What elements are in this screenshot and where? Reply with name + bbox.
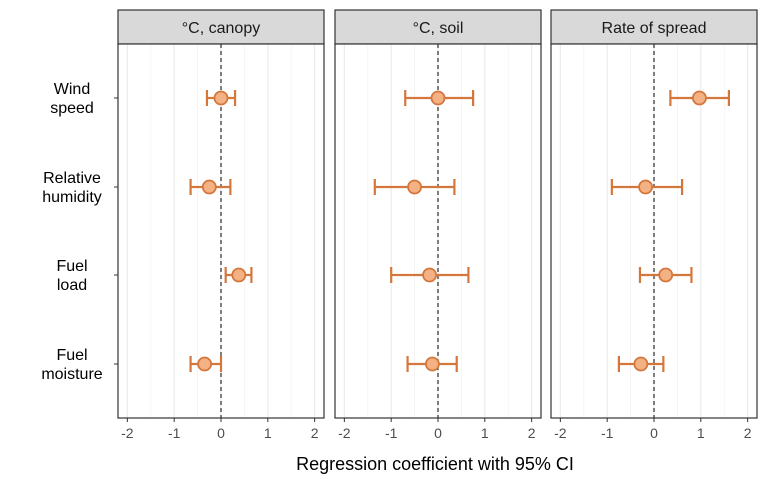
y-tick-label-line: load bbox=[57, 277, 87, 294]
x-tick-label: 0 bbox=[217, 425, 225, 441]
panel-3: Rate of spread -2 -1 0 1 2 bbox=[550, 9, 758, 441]
y-axis: Wind speed Relative humidity Fuel load Fuel moi… bbox=[41, 81, 118, 383]
x-tick-label: -2 bbox=[121, 425, 134, 441]
y-tick-label-line: Relative bbox=[43, 170, 101, 187]
x-axis-title: Regression coefficient with 95% CI bbox=[296, 454, 574, 474]
y-category-label: Relative humidity bbox=[42, 170, 118, 206]
estimate-point bbox=[201, 179, 217, 195]
x-tick-label: -1 bbox=[385, 425, 398, 441]
estimate-point bbox=[422, 267, 437, 283]
estimate-point bbox=[430, 90, 446, 106]
panel-title: °C, canopy bbox=[182, 20, 260, 37]
x-tick-label: 2 bbox=[311, 425, 319, 441]
y-tick-label: Fuel load bbox=[56, 258, 87, 294]
x-tick-label: 1 bbox=[481, 425, 489, 441]
y-tick-label-line: humidity bbox=[42, 189, 102, 206]
x-tick-label: 1 bbox=[264, 425, 272, 441]
panel-strip bbox=[334, 9, 542, 45]
panel-strip bbox=[117, 9, 325, 45]
panel-strip bbox=[550, 9, 758, 45]
estimate-point bbox=[213, 90, 229, 106]
y-category-label: Fuel load bbox=[56, 258, 118, 294]
y-tick-label: Fuel moisture bbox=[41, 347, 102, 383]
x-tick-label: 0 bbox=[434, 425, 442, 441]
estimate-row bbox=[404, 90, 475, 106]
y-tick-label-line: Fuel bbox=[56, 347, 87, 364]
x-tick-label: 2 bbox=[528, 425, 536, 441]
panel-title: °C, soil bbox=[413, 20, 464, 37]
y-tick-label: Relative humidity bbox=[42, 170, 102, 206]
y-category-label: Fuel moisture bbox=[41, 347, 118, 383]
x-tick-label: 1 bbox=[697, 425, 705, 441]
y-tick-label-line: Fuel bbox=[56, 258, 87, 275]
y-tick-label-line: Wind bbox=[54, 81, 90, 98]
estimate-row bbox=[406, 356, 458, 372]
estimate-row bbox=[617, 356, 665, 372]
estimate-point bbox=[424, 356, 440, 372]
estimate-point bbox=[638, 179, 653, 195]
estimate-point bbox=[658, 267, 674, 283]
estimate-row bbox=[189, 356, 223, 372]
y-tick-label: Wind speed bbox=[50, 81, 94, 117]
panel-1: °C, canopy -2 -1 0 1 2 bbox=[117, 9, 325, 441]
x-tick-label: 0 bbox=[650, 425, 658, 441]
estimate-row bbox=[669, 90, 731, 106]
estimate-point bbox=[231, 267, 247, 283]
x-tick-label: -2 bbox=[338, 425, 351, 441]
estimate-row bbox=[638, 267, 693, 283]
estimate-row bbox=[224, 267, 253, 283]
estimate-point bbox=[197, 356, 213, 372]
y-category-label: Wind speed bbox=[50, 81, 118, 117]
estimate-point bbox=[692, 90, 707, 106]
estimate-row bbox=[390, 267, 470, 283]
estimate-point bbox=[633, 356, 649, 372]
y-tick-label-line: speed bbox=[50, 100, 94, 117]
panel-title: Rate of spread bbox=[602, 20, 707, 37]
estimate-row bbox=[610, 179, 684, 195]
y-tick-label-line: moisture bbox=[41, 366, 102, 383]
x-tick-label: -1 bbox=[168, 425, 181, 441]
panel-2: °C, soil -2 -1 0 1 2 bbox=[334, 9, 542, 441]
estimate-row bbox=[205, 90, 237, 106]
x-tick-label: -1 bbox=[601, 425, 614, 441]
estimate-row bbox=[189, 179, 232, 195]
estimate-row bbox=[373, 179, 456, 195]
x-tick-label: -2 bbox=[554, 425, 567, 441]
estimate-point bbox=[407, 179, 422, 195]
x-tick-label: 2 bbox=[744, 425, 752, 441]
